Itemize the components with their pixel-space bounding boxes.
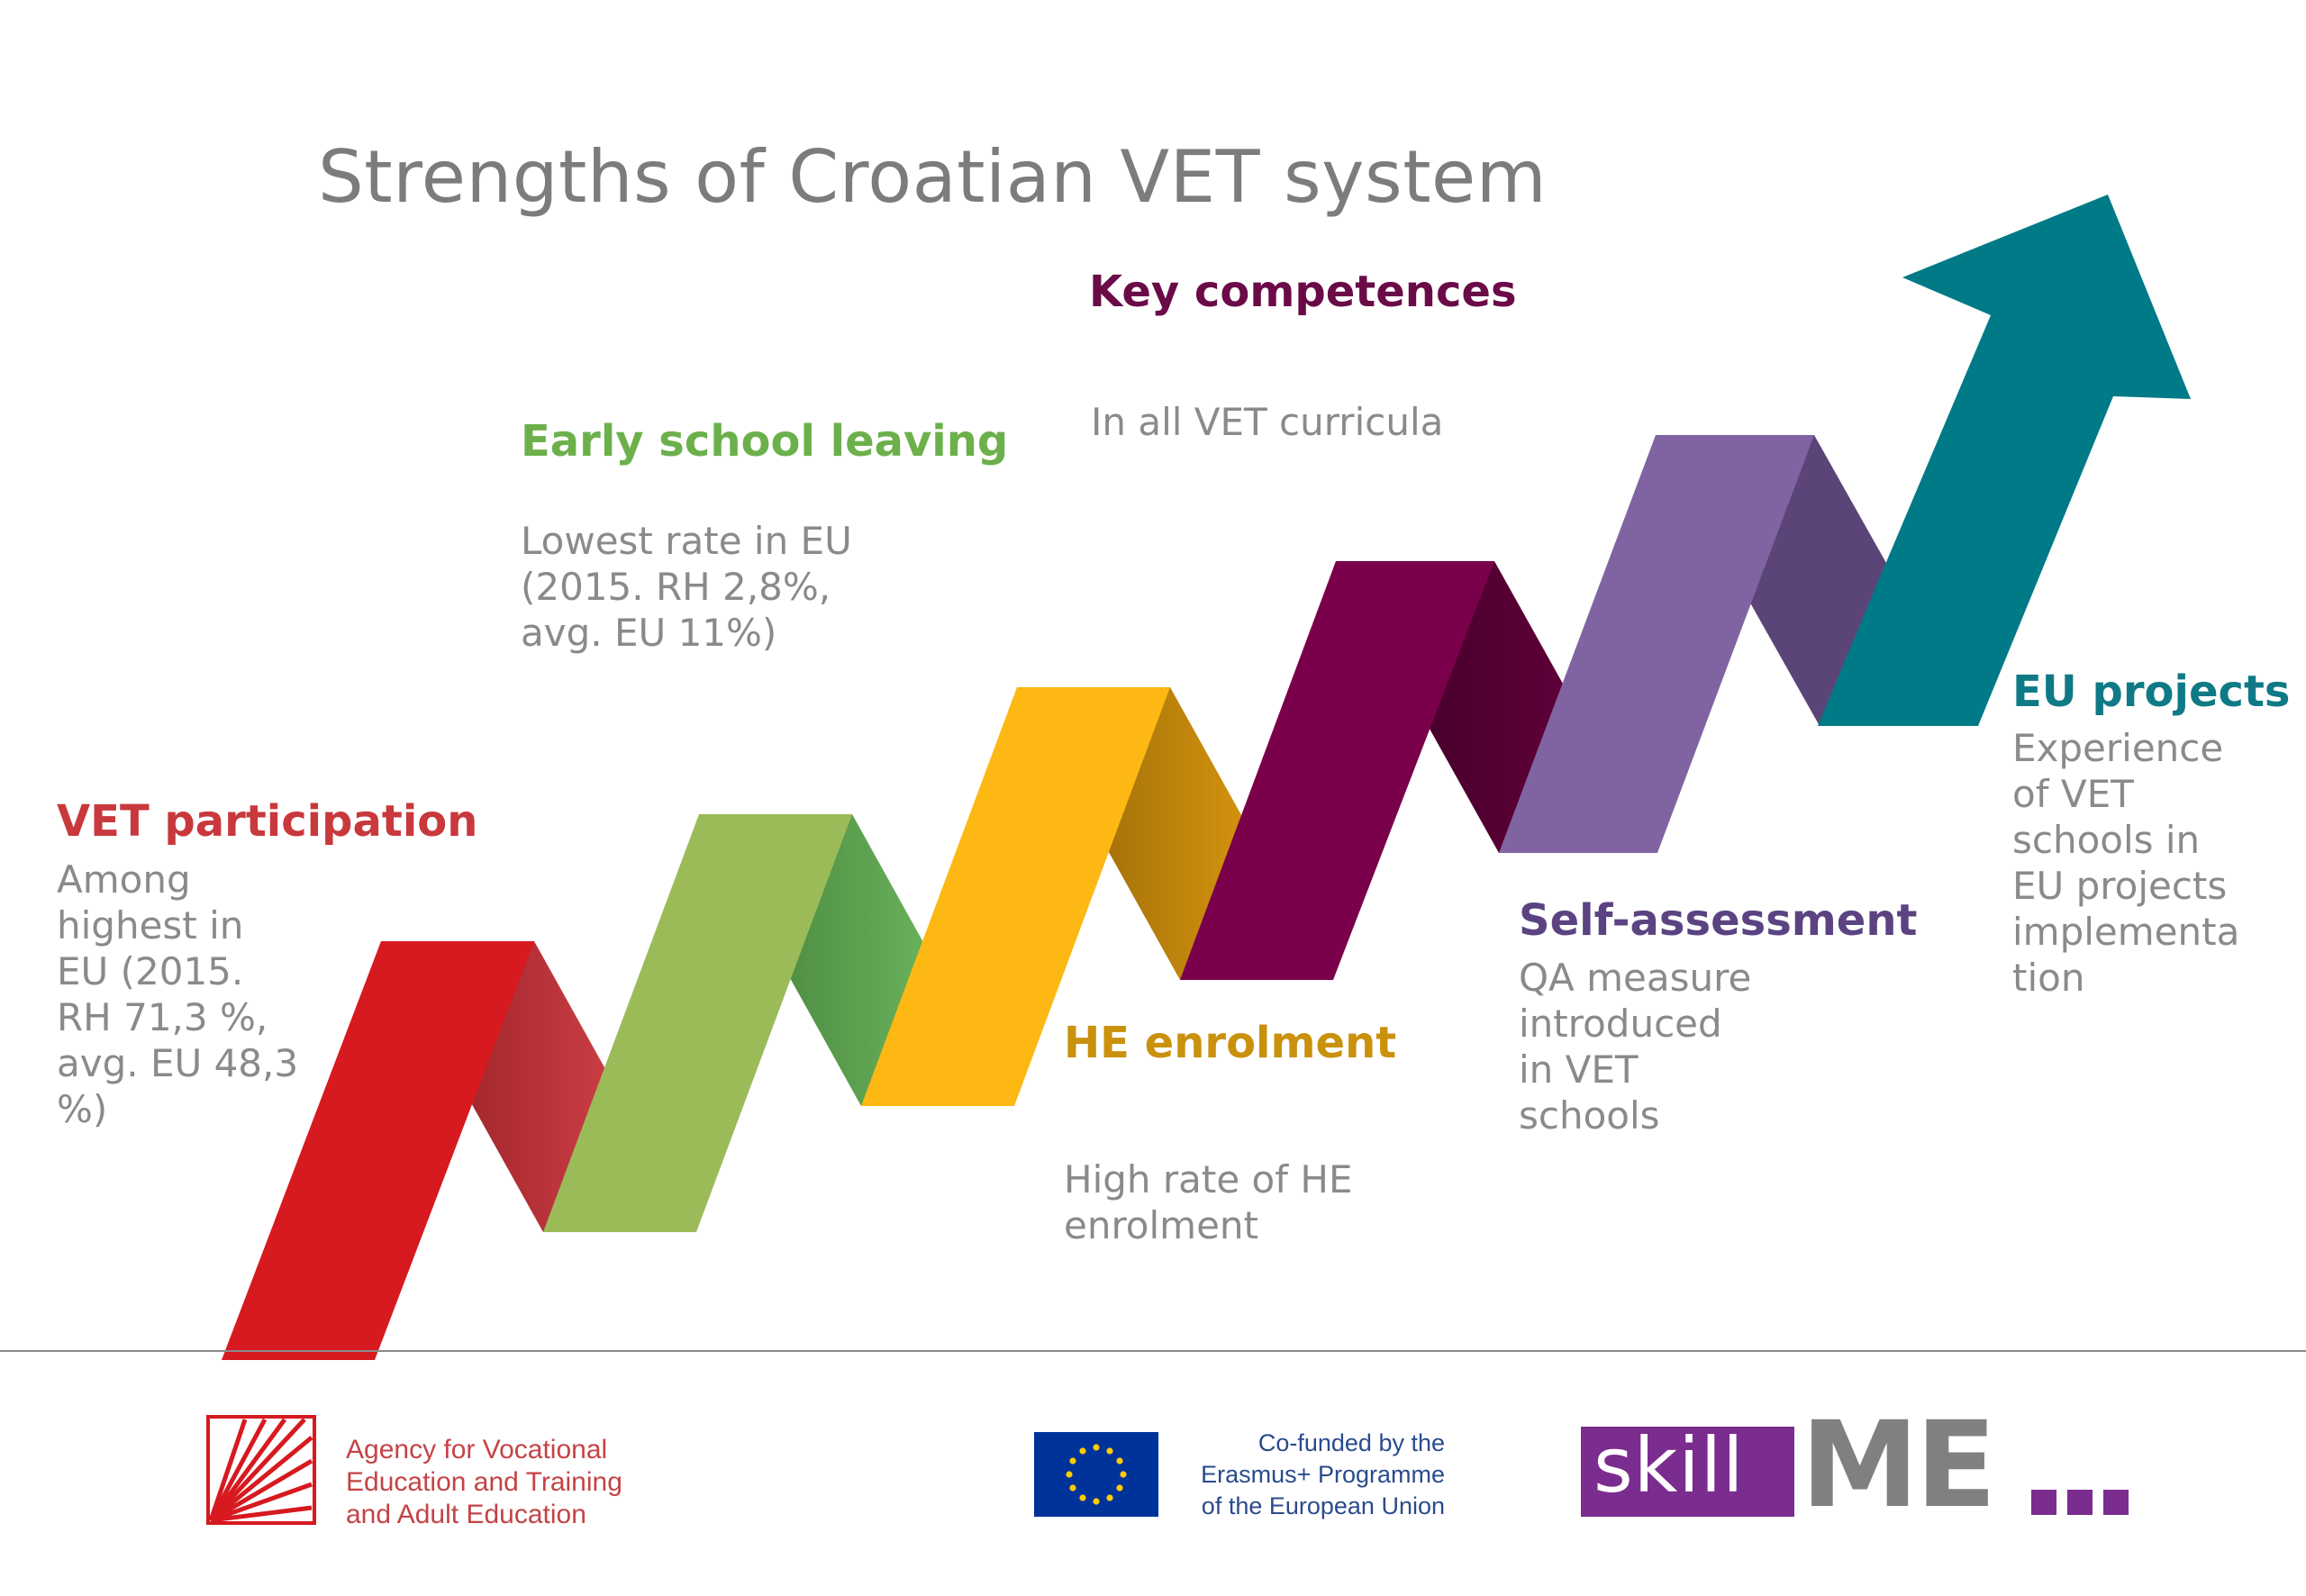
step-heading-early-school-leaving: Early school leaving	[521, 416, 1009, 467]
skill-box	[1581, 1427, 1794, 1517]
step-text-he-enrolment: High rate of HE enrolment	[1064, 1157, 1353, 1247]
step-text-vet-participation: Among highest in EU (2015. RH 71,3 %, av…	[57, 857, 299, 1131]
footer-divider	[0, 1350, 2306, 1352]
ribbon-plum	[1180, 561, 1494, 980]
eu-flag-icon	[1034, 1432, 1158, 1517]
step-text-eu-projects: Experience of VET schools in EU projects…	[2012, 726, 2240, 1000]
step-heading-he-enrolment: HE enrolment	[1064, 1018, 1397, 1068]
step-heading-self-assessment: Self-assessment	[1519, 895, 1918, 946]
ellipsis-dot-3	[2103, 1490, 2129, 1515]
step-text-early-school-leaving: Lowest rate in EU (2015. RH 2,8%, avg. E…	[521, 519, 852, 655]
ellipsis-dot-1	[2031, 1490, 2056, 1515]
erasmus-cofunded-text: Co-funded by the Erasmus+ Programme of t…	[1201, 1429, 1445, 1519]
agency-logo-icon	[206, 1415, 316, 1525]
step-text-self-assessment: QA measure introduced in VET schools	[1519, 956, 1752, 1138]
skillme-logo: skill ME	[1581, 1396, 2139, 1535]
ribbon-purple	[1499, 435, 1814, 853]
ribbon-red	[222, 941, 534, 1360]
me-word: ME	[1801, 1396, 1997, 1535]
step-text-key-competences: In all VET curricula	[1091, 400, 1444, 444]
ribbon-yellow	[861, 687, 1170, 1106]
step-heading-key-competences: Key competences	[1089, 267, 1517, 317]
agency-name: Agency for Vocational Education and Trai…	[346, 1435, 622, 1529]
ellipsis-dot-2	[2067, 1490, 2093, 1515]
ribbon-green	[543, 814, 852, 1232]
step-heading-vet-participation: VET participation	[57, 796, 478, 847]
step-heading-eu-projects: EU projects	[2012, 667, 2291, 717]
page-title: Strengths of Croatian VET system	[318, 135, 1548, 219]
skill-word: skill	[1593, 1421, 1745, 1510]
arrow-teal	[1818, 195, 2191, 726]
